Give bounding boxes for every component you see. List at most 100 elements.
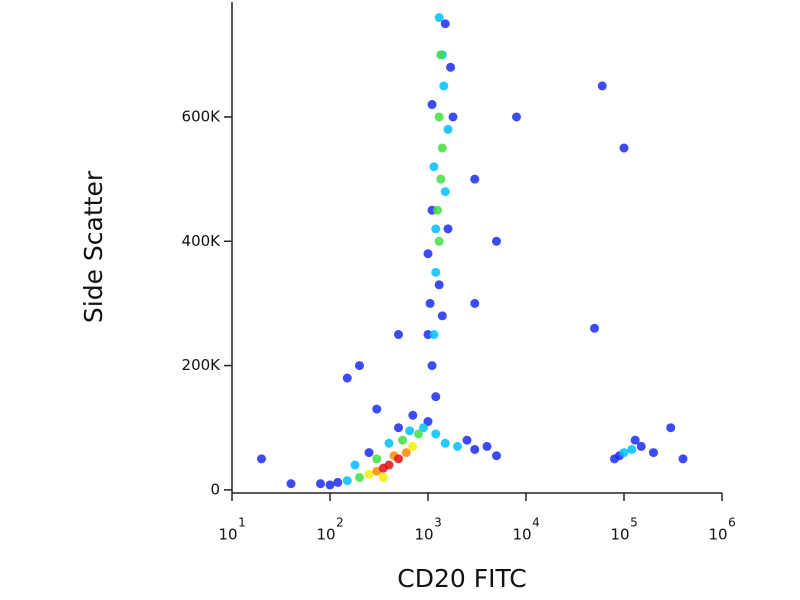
- x-tick-exponent: 4: [532, 516, 540, 530]
- x-tick-exponent: 5: [630, 516, 638, 530]
- event-point: [448, 112, 458, 122]
- event-point: [453, 441, 463, 451]
- event-point: [636, 441, 646, 451]
- event-point: [372, 404, 382, 414]
- event-point: [436, 174, 446, 184]
- event-point: [408, 441, 418, 451]
- x-tick-label: 106: [708, 516, 735, 544]
- event-point: [372, 454, 382, 464]
- x-tick-base: 10: [610, 526, 629, 544]
- event-point: [649, 448, 659, 458]
- event-point: [355, 361, 365, 371]
- event-point: [364, 469, 374, 479]
- event-point: [432, 205, 442, 215]
- x-axis-title: CD20 FITC: [397, 564, 526, 593]
- y-tick-label: 0: [210, 480, 220, 498]
- event-point: [439, 81, 449, 91]
- event-point: [414, 429, 424, 439]
- event-point: [470, 174, 480, 184]
- event-point: [446, 62, 456, 72]
- event-point: [619, 143, 629, 153]
- event-point: [491, 236, 501, 246]
- event-point: [431, 224, 441, 234]
- event-point: [610, 454, 620, 464]
- event-point: [482, 441, 492, 451]
- event-point: [342, 373, 352, 383]
- event-point: [440, 187, 450, 197]
- x-tick-exponent: 2: [336, 516, 344, 530]
- y-tick-label: 400K: [182, 232, 222, 250]
- event-point: [423, 417, 433, 427]
- event-point: [425, 298, 435, 308]
- event-point: [355, 472, 365, 482]
- event-point: [678, 454, 688, 464]
- y-tick-label: 600K: [182, 107, 222, 125]
- event-point: [429, 162, 439, 172]
- y-tick-label: 200K: [182, 356, 222, 374]
- x-tick-exponent: 1: [238, 516, 246, 530]
- y-axis-title: Side Scatter: [79, 170, 108, 323]
- event-point: [666, 423, 676, 433]
- event-point: [393, 330, 403, 340]
- event-point: [316, 479, 326, 489]
- x-tick-base: 10: [414, 526, 433, 544]
- event-point: [427, 100, 437, 110]
- event-point: [405, 426, 415, 436]
- event-point: [512, 112, 522, 122]
- event-point: [440, 19, 450, 29]
- event-point: [342, 476, 352, 486]
- x-tick-exponent: 3: [434, 516, 442, 530]
- event-point: [364, 448, 374, 458]
- x-tick-label: 103: [414, 516, 441, 544]
- x-tick-base: 10: [512, 526, 531, 544]
- event-point: [384, 438, 394, 448]
- event-point: [427, 361, 437, 371]
- event-point: [462, 435, 472, 445]
- event-point: [440, 438, 450, 448]
- event-point: [350, 460, 360, 470]
- x-tick-label: 102: [316, 516, 343, 544]
- event-point: [286, 479, 296, 489]
- event-point: [431, 267, 441, 277]
- event-point: [589, 323, 599, 333]
- event-point: [419, 423, 429, 433]
- event-point: [434, 13, 444, 23]
- event-point: [398, 435, 408, 445]
- event-point: [333, 477, 343, 487]
- event-point: [325, 480, 335, 490]
- x-tick-base: 10: [218, 526, 237, 544]
- event-point: [257, 454, 267, 464]
- event-point: [434, 112, 444, 122]
- event-point: [393, 454, 403, 464]
- x-tick-label: 105: [610, 516, 637, 544]
- event-point: [408, 410, 418, 420]
- event-point: [393, 423, 403, 433]
- event-point: [436, 50, 446, 60]
- event-point: [378, 463, 388, 473]
- x-tick-label: 101: [218, 516, 245, 544]
- event-point: [437, 311, 447, 321]
- event-point: [630, 435, 640, 445]
- event-point: [443, 124, 453, 134]
- x-tick-base: 10: [316, 526, 335, 544]
- event-point: [470, 298, 480, 308]
- event-point: [627, 444, 637, 454]
- event-point: [443, 224, 453, 234]
- event-point: [470, 444, 480, 454]
- x-tick-base: 10: [708, 526, 727, 544]
- event-point: [597, 81, 607, 91]
- event-point: [401, 448, 411, 458]
- event-point: [431, 429, 441, 439]
- x-tick-exponent: 6: [728, 516, 736, 530]
- event-point: [423, 249, 433, 259]
- event-point: [431, 392, 441, 402]
- event-point: [378, 472, 388, 482]
- event-point: [429, 330, 439, 340]
- event-point: [434, 236, 444, 246]
- event-point: [619, 448, 629, 458]
- x-tick-label: 104: [512, 516, 539, 544]
- event-point: [434, 280, 444, 290]
- event-point: [437, 143, 447, 153]
- event-point: [491, 451, 501, 461]
